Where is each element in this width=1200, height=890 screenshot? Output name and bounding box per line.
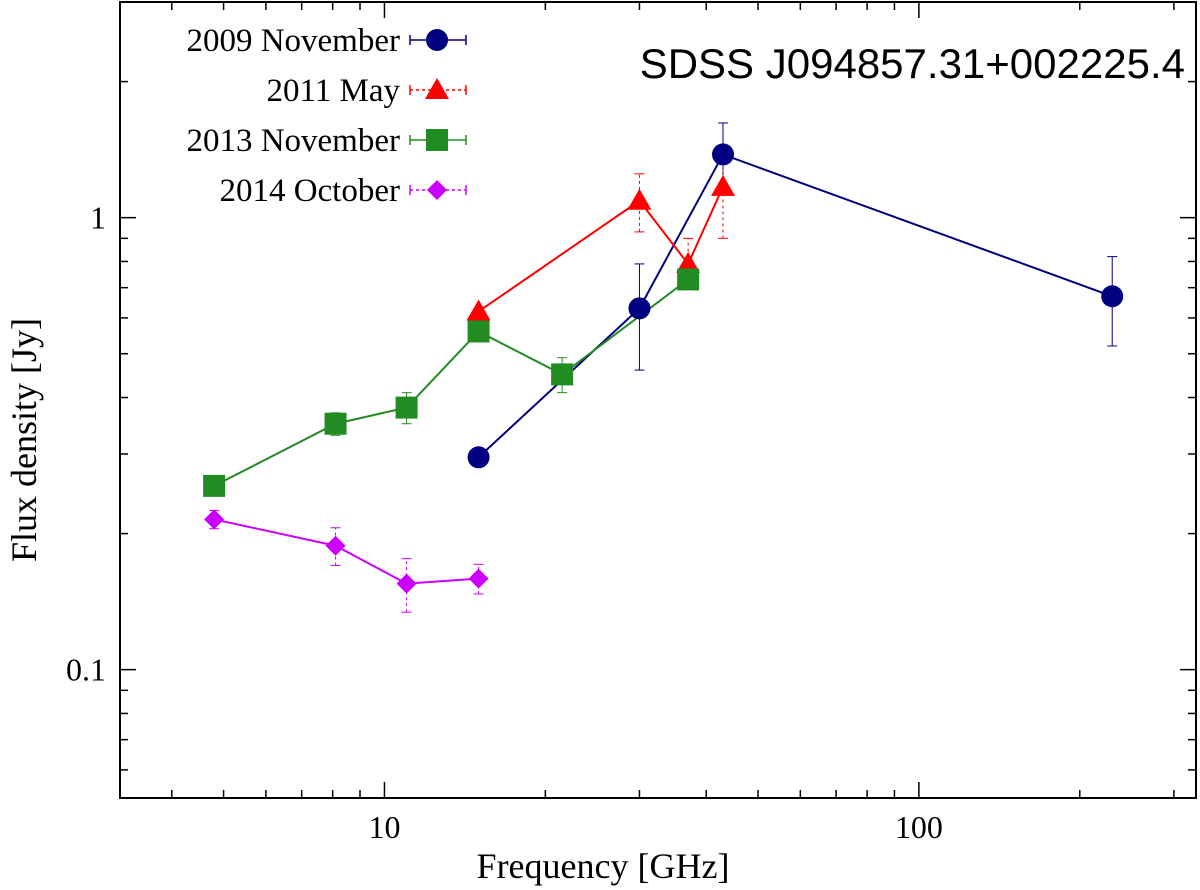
legend-marker-2013-november xyxy=(426,129,448,151)
data-point-2011-may xyxy=(711,174,736,196)
y-tick-label: 0.1 xyxy=(66,652,106,688)
data-point-2013-november xyxy=(551,363,574,386)
x-axis-label: Frequency [GHz] xyxy=(477,846,730,886)
data-point-2011-may xyxy=(466,299,491,321)
data-point-2014-october xyxy=(204,509,225,530)
data-point-2009-november xyxy=(712,143,735,166)
y-tick-label: 1 xyxy=(90,200,106,236)
data-point-2009-november xyxy=(1101,285,1124,308)
legend-marker-2009-november xyxy=(426,29,448,51)
axes-layer: 10 100 0.1 1 xyxy=(66,1,1197,845)
data-point-2014-october xyxy=(396,573,417,594)
series-line-2011-may xyxy=(478,186,724,313)
legend: 2009 November 2011 May 2013 November 2014 O… xyxy=(186,23,467,209)
legend-label-2009-november: 2009 November xyxy=(186,23,400,59)
data-point-2014-october xyxy=(325,535,346,556)
x-tick-label: 100 xyxy=(895,809,943,845)
x-tick-label: 10 xyxy=(368,809,400,845)
data-point-2013-november xyxy=(324,412,347,435)
legend-label-2011-may: 2011 May xyxy=(266,73,400,109)
data-point-2013-november xyxy=(395,396,418,419)
series-lines-layer xyxy=(213,153,1113,585)
legend-marker-2011-may xyxy=(425,78,449,99)
legend-marker-2014-october xyxy=(427,180,447,200)
data-point-2013-november xyxy=(467,320,490,343)
series-line-2014-october xyxy=(213,518,479,585)
data-point-2009-november xyxy=(467,446,490,469)
data-point-2011-may xyxy=(676,251,701,273)
legend-label-2014-october: 2014 October xyxy=(219,173,400,209)
legend-label-2013-november: 2013 November xyxy=(186,123,400,159)
data-point-2009-november xyxy=(628,297,651,320)
data-markers-layer xyxy=(203,143,1124,594)
data-point-2013-november xyxy=(203,474,226,497)
series-line-2013-november xyxy=(213,278,689,487)
data-point-2014-october xyxy=(468,568,489,589)
data-point-2011-may xyxy=(627,188,652,210)
data-point-2013-november xyxy=(677,268,700,291)
y-axis-label: Flux density [Jy] xyxy=(4,318,44,562)
chart-title: SDSS J094857.31+002225.4 xyxy=(640,40,1185,87)
series-line-2009-november xyxy=(477,153,1113,459)
plot-frame xyxy=(119,1,1197,799)
